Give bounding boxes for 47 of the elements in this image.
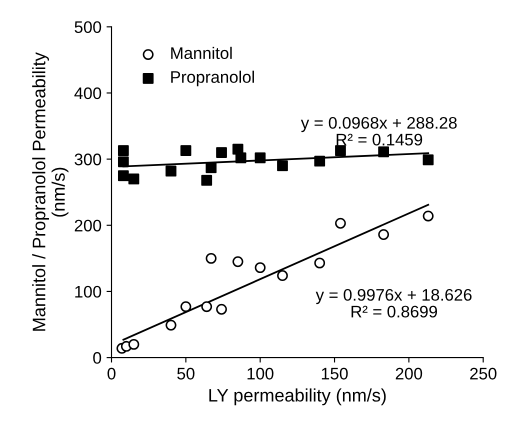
annotation: y = 0.9976x + 18.626 R² = 0.8699 xyxy=(316,288,472,318)
point xyxy=(180,301,192,312)
x-tick-label: 200 xyxy=(396,368,422,380)
point xyxy=(232,256,244,268)
point xyxy=(166,320,176,331)
point xyxy=(118,145,129,156)
point xyxy=(422,154,434,166)
point xyxy=(254,152,266,164)
point xyxy=(277,270,288,281)
point xyxy=(206,252,217,264)
point xyxy=(216,147,227,158)
y-axis-title: Mannitol / Propranolol Permeability (nm/s) xyxy=(32,52,68,331)
point xyxy=(128,174,140,184)
point xyxy=(128,338,140,350)
x-tick-label: 50 xyxy=(177,368,194,380)
point xyxy=(314,156,326,167)
point xyxy=(201,174,212,186)
annotation: y = 0.0968x + 288.28 R² = 0.1459 xyxy=(300,116,457,146)
legend-label: Propranolol xyxy=(171,70,254,86)
y-tick-label: 200 xyxy=(74,220,102,232)
point xyxy=(118,170,129,182)
point xyxy=(166,166,176,176)
point xyxy=(277,160,288,172)
point xyxy=(335,218,346,229)
point xyxy=(378,229,390,240)
x-axis-title: LY permeability (nm/s) xyxy=(209,388,386,406)
point xyxy=(216,304,227,315)
point xyxy=(118,156,129,168)
point xyxy=(254,262,266,274)
point xyxy=(235,152,246,164)
y-tick-label: 0 xyxy=(93,352,102,364)
point xyxy=(422,210,434,222)
legend-label: Mannitol xyxy=(171,46,232,60)
x-tick-label: 100 xyxy=(248,368,274,380)
y-tick-label: 400 xyxy=(74,87,102,100)
y-tick-label: 100 xyxy=(75,286,102,298)
y-tick-label: 500 xyxy=(74,21,102,34)
x-tick-label: 150 xyxy=(322,368,348,380)
point xyxy=(206,162,217,174)
x-tick-label: 0 xyxy=(108,368,116,380)
point xyxy=(314,258,326,268)
point xyxy=(378,146,390,158)
point xyxy=(180,145,192,156)
x-tick-label: 250 xyxy=(470,368,496,380)
point xyxy=(201,301,212,312)
y-tick-label: 300 xyxy=(74,154,102,166)
point xyxy=(335,145,346,156)
